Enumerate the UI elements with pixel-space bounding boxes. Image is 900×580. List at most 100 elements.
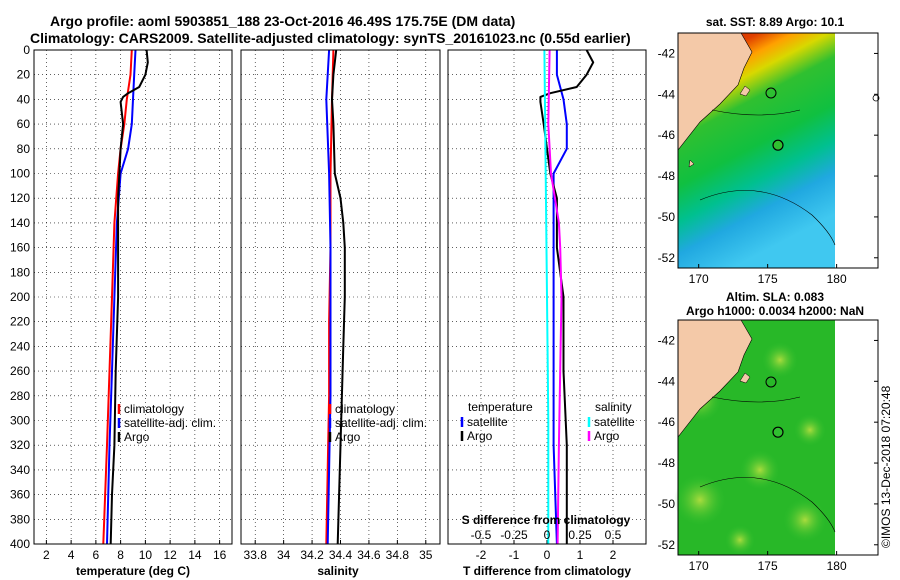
lat-tick-label: -50 (658, 497, 676, 511)
legend-title-salinity: salinity (595, 400, 632, 414)
bathymetry-contour (711, 396, 801, 403)
sla-lon-tick-labels: 170 175 180 (689, 551, 847, 573)
depth-tick-label: 340 (10, 463, 30, 477)
difference-panel: temperature satellite Argo salinity sate… (447, 49, 647, 578)
legend-label-temperature-satellite: satellite (467, 415, 508, 429)
depth-tick-label: 20 (17, 68, 31, 82)
temperature-series (102, 49, 149, 545)
salinity-grid (241, 49, 440, 545)
temperature-x-tick-labels: 2 4 6 8 10 12 14 16 (43, 548, 227, 562)
depth-tick-label: 380 (10, 512, 30, 526)
lat-tick-label: -52 (658, 538, 676, 552)
temperature-axes-frame (33, 49, 233, 545)
series-line-temperature-argo (539, 49, 595, 544)
depth-tick-label: 400 (10, 537, 30, 551)
depth-tick-label: 140 (10, 216, 30, 230)
lon-tick-label: 175 (758, 272, 778, 286)
salinity-difference-x-label: S difference from climatology (462, 513, 631, 527)
legend-label-argo: Argo (335, 430, 361, 444)
lat-tick-label: -46 (658, 415, 676, 429)
sla-anomaly (740, 450, 780, 490)
lat-tick-label: -50 (658, 210, 676, 224)
sst-no-data-region (835, 33, 878, 268)
difference-x-tick-labels: -2 -1 0 1 2 (476, 548, 617, 562)
sst-map-frame (677, 32, 879, 269)
sla-lat-tick-labels: -42 -44 -46 -48 -50 -52 (658, 333, 878, 552)
x-tick-label: 6 (93, 548, 100, 562)
series-line-salinity-satellite (543, 49, 550, 544)
sla-map-subtitle: Argo h1000: 0.0034 h2000: NaN (686, 304, 864, 318)
sla-map-frame (677, 319, 879, 556)
bathymetry-contour (711, 109, 801, 116)
temperature-x-label: temperature (deg C) (76, 564, 190, 578)
x-tick-label: 16 (213, 548, 227, 562)
s-tick-label: 0 (544, 528, 551, 542)
x-tick-label: 10 (139, 548, 153, 562)
island-marker (872, 94, 880, 102)
figure-title-line2: Climatology: CARS2009. Satellite-adjuste… (30, 30, 631, 46)
argo-position-marker (772, 426, 784, 438)
argo-position-marker (772, 139, 784, 151)
difference-series (539, 49, 595, 545)
x-tick-label: 33.8 (244, 548, 268, 562)
series-line-satellite-adj-clim- (325, 49, 332, 545)
lat-tick-label: -46 (658, 128, 676, 142)
depth-tick-label: 120 (10, 191, 30, 205)
sst-lat-tick-labels: -42 -44 -46 -48 -50 -52 (658, 46, 878, 265)
x-tick-label: 34.4 (329, 548, 353, 562)
salinity-panel: climatology satellite-adj. clim. Argo 33… (240, 49, 441, 578)
x-tick-label: 2 (43, 548, 50, 562)
series-line-climatology (102, 49, 133, 545)
sst-map-title: sat. SST: 8.89 Argo: 10.1 (706, 15, 845, 29)
banks-peninsula-land (739, 85, 751, 97)
lat-tick-label: -42 (658, 333, 676, 347)
depth-tick-labels: 0 20 40 60 80 100 120 140 160 180 200 220 240 260 280 3… (10, 43, 30, 551)
legend-label-temperature-argo: Argo (467, 429, 493, 443)
sla-map-title: Altim. SLA: 0.083 (726, 290, 824, 304)
lon-tick-label: 175 (758, 559, 778, 573)
depth-tick-label: 40 (17, 92, 31, 106)
x-tick-label: 4 (68, 548, 75, 562)
salinity-difference-tick-labels: -0.5 -0.25 0 0.25 0.5 (471, 528, 622, 542)
sla-anomaly (674, 474, 726, 526)
salinity-legend: climatology satellite-adj. clim. Argo (328, 402, 427, 444)
depth-tick-label: 0 (23, 43, 30, 57)
depth-tick-label: 260 (10, 364, 30, 378)
lon-tick-label: 180 (827, 272, 847, 286)
x-tick-label: 14 (188, 548, 202, 562)
banks-peninsula-land (739, 372, 751, 384)
lat-tick-label: -44 (658, 374, 676, 388)
series-line-argo (331, 49, 346, 545)
depth-tick-label: 180 (10, 265, 30, 279)
depth-tick-label: 160 (10, 241, 30, 255)
depth-tick-label: 60 (17, 117, 31, 131)
sst-map: sat. SST: 8.89 Argo: 10.1 170 175 180 -42-… (658, 15, 880, 286)
island-marker (765, 87, 777, 99)
sla-anomaly (783, 498, 827, 542)
x-tick-label: 34.8 (386, 548, 410, 562)
x-tick-label: 35 (419, 548, 433, 562)
temperature-grid (34, 49, 232, 545)
series-line-argo (109, 49, 149, 545)
x-tick-label: 1 (577, 548, 584, 562)
x-tick-label: 12 (163, 548, 177, 562)
figure-title-line1: Argo profile: aoml 5903851_188 23-Oct-20… (50, 13, 515, 29)
depth-tick-label: 80 (17, 142, 31, 156)
legend-label-argo: Argo (124, 430, 150, 444)
depth-tick-label: 200 (10, 290, 30, 304)
depth-tick-label: 320 (10, 438, 30, 452)
depth-tick-label: 220 (10, 315, 30, 329)
x-tick-label: 8 (117, 548, 124, 562)
sla-anomaly (725, 525, 755, 555)
temperature-difference-x-label: T difference from climatology (463, 564, 631, 578)
x-tick-label: 2 (610, 548, 617, 562)
lon-tick-label: 170 (689, 559, 709, 573)
stewart-island-land (688, 159, 695, 168)
salinity-series (325, 49, 346, 545)
depth-tick-label: 360 (10, 488, 30, 502)
bathymetry-contour (699, 477, 836, 533)
lon-tick-label: 180 (827, 559, 847, 573)
depth-tick-label: 240 (10, 339, 30, 353)
